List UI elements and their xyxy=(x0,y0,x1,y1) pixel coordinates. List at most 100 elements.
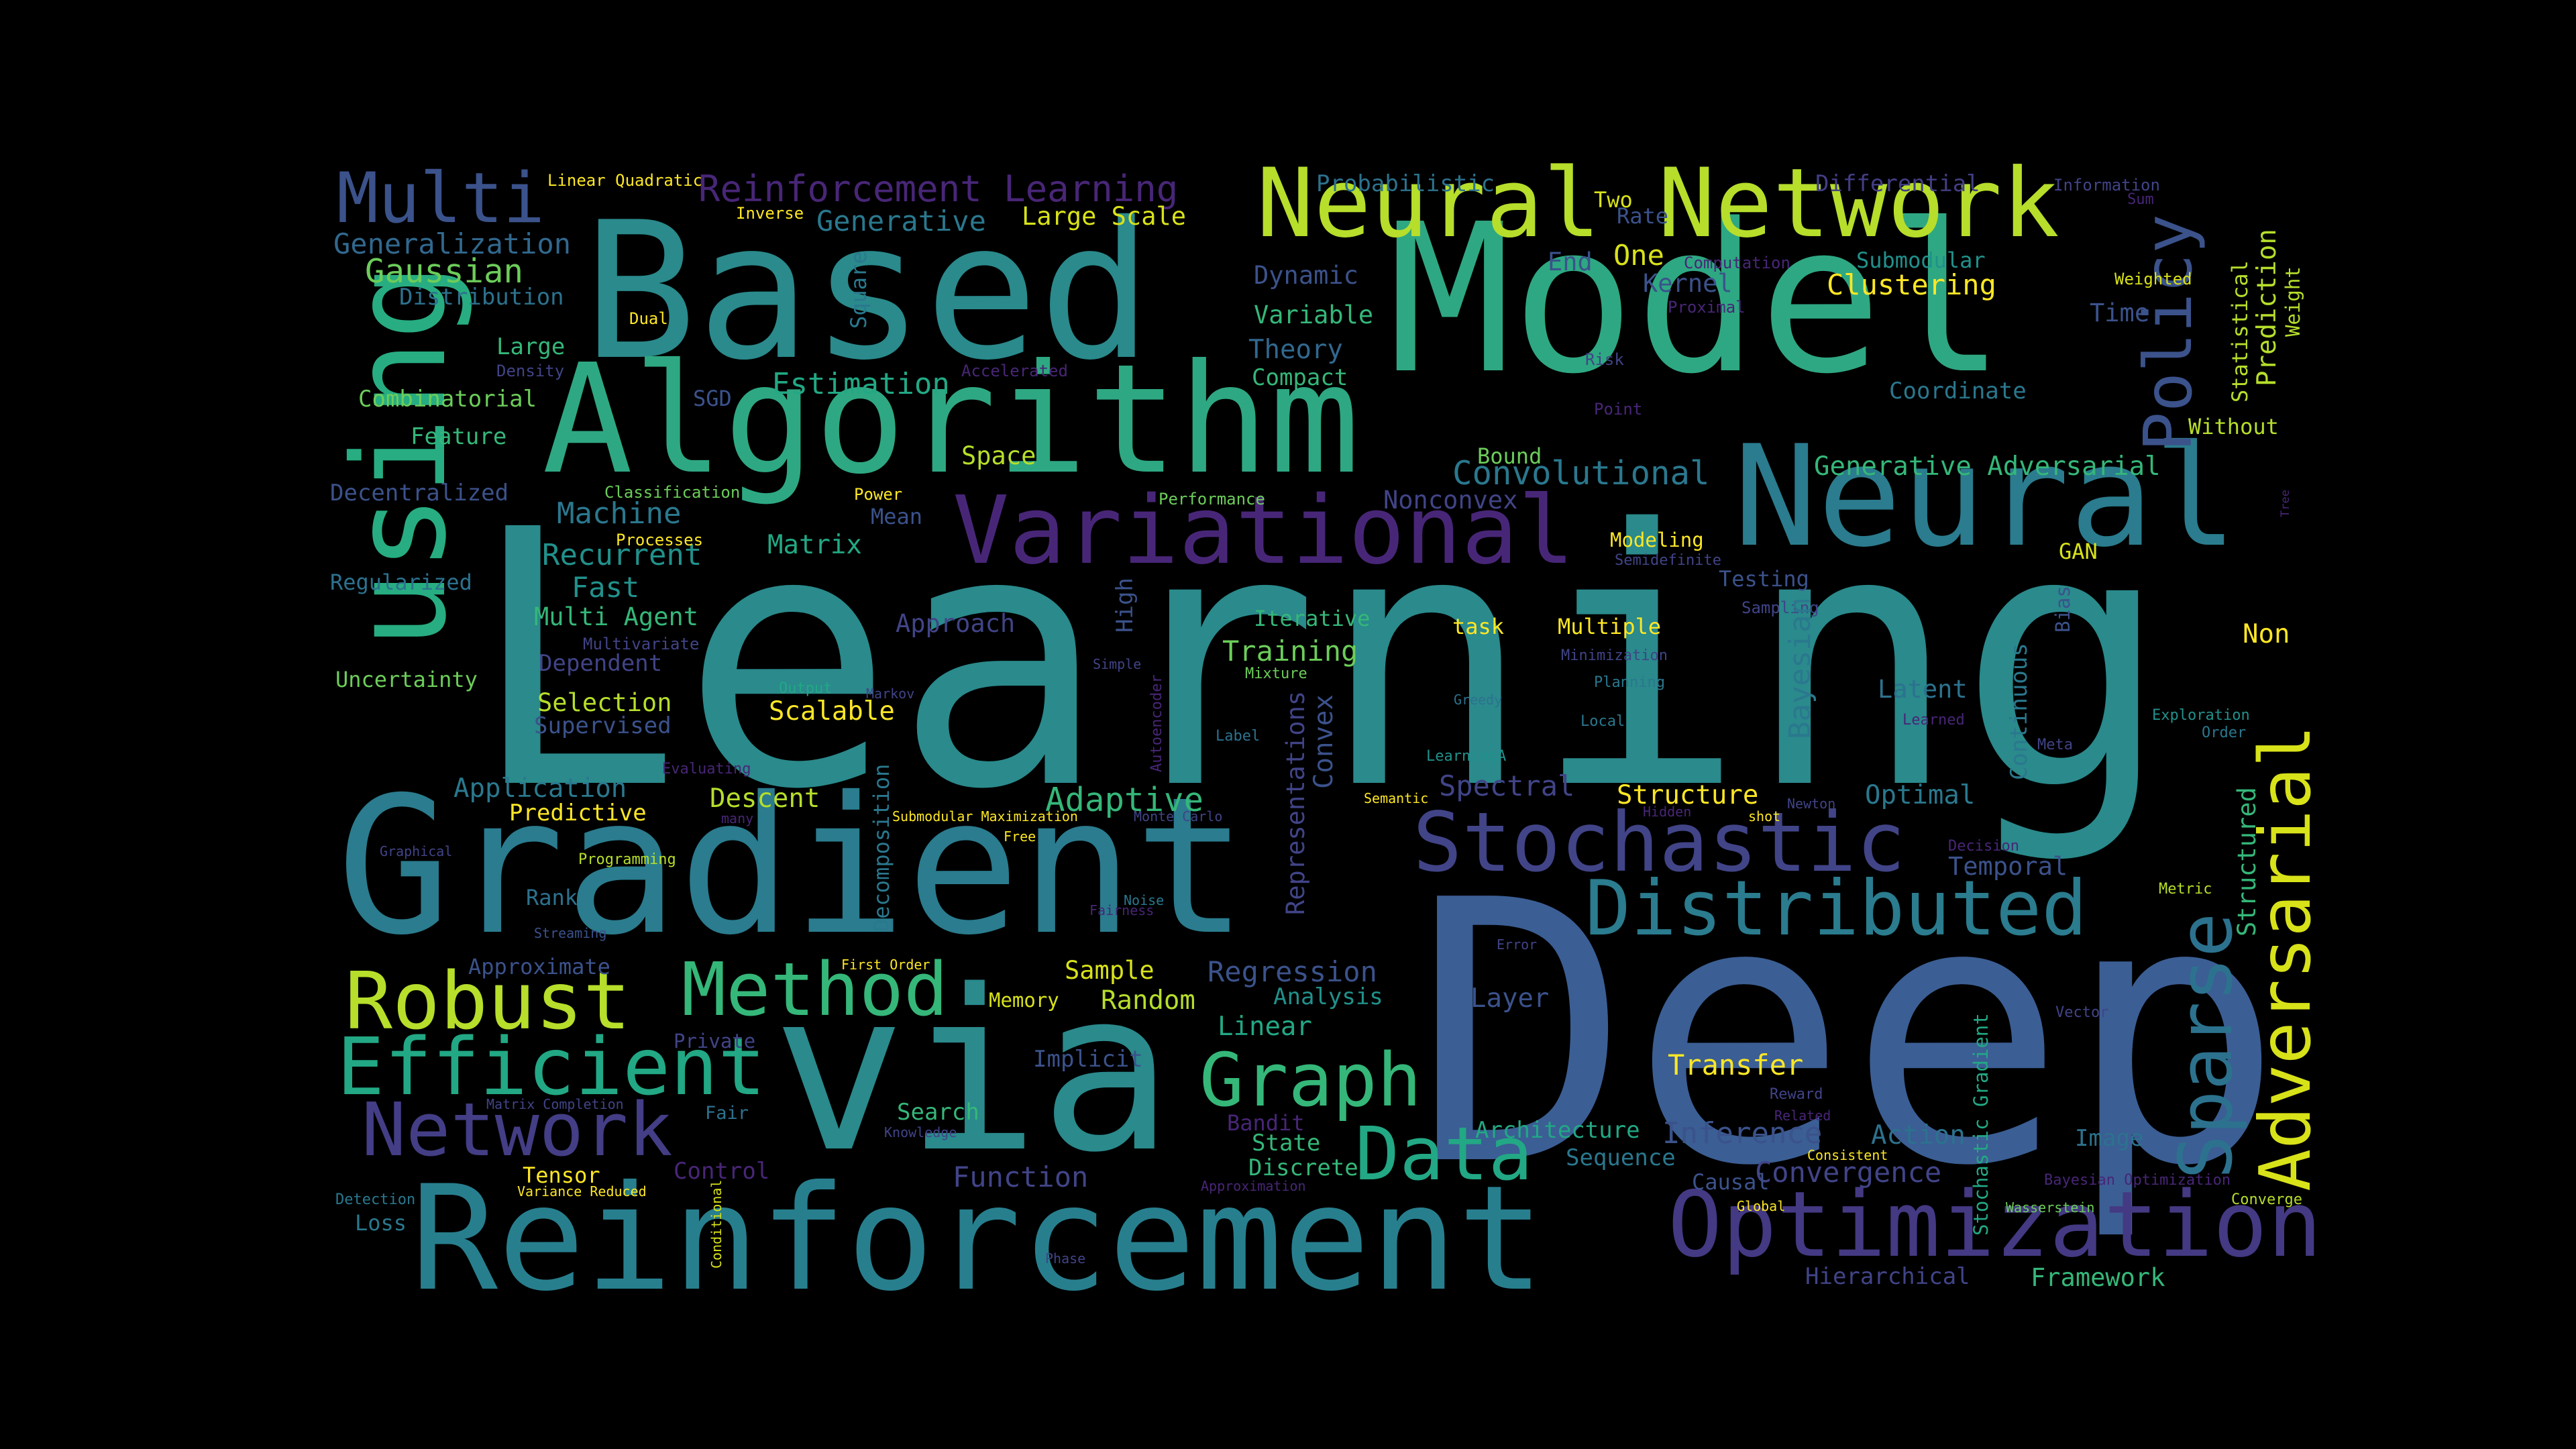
word-learninga: LearningA xyxy=(1426,748,1507,765)
word-image: Image xyxy=(2075,1125,2144,1152)
word-reinforcement-learning: Reinforcement Learning xyxy=(698,168,1179,210)
word-minimization: Minimization xyxy=(1561,647,1668,664)
word-sample: Sample xyxy=(1065,956,1155,985)
word-coordinate: Coordinate xyxy=(1889,378,2027,405)
word-without: Without xyxy=(2188,414,2279,439)
word-information: Information xyxy=(2053,176,2160,195)
word-causal: Causal xyxy=(1692,1169,1770,1195)
word-wasserstein: Wasserstein xyxy=(2006,1199,2095,1216)
word-continuous: Continuous xyxy=(2006,643,2033,780)
word-modeling: Modeling xyxy=(1610,529,1704,551)
word-fairness: Fairness xyxy=(1089,902,1155,918)
word-planning: Planning xyxy=(1594,674,1665,691)
word-variance-reduced: Variance Reduced xyxy=(517,1183,647,1199)
word-regularized: Regularized xyxy=(330,570,472,595)
word-data: Data xyxy=(1355,1111,1533,1197)
word-computation: Computation xyxy=(1684,254,1790,272)
word-newton: Newton xyxy=(1787,796,1836,812)
word-bias: Bias xyxy=(2051,586,2074,633)
word-selection: Selection xyxy=(537,688,672,717)
word-programming: Programming xyxy=(578,851,676,868)
word-multi: Multi xyxy=(337,158,545,239)
word-search: Search xyxy=(897,1099,979,1126)
word-generative-adversarial: Generative Adversarial xyxy=(1814,451,2161,482)
word-structured: Structured xyxy=(2233,787,2261,936)
word-streaming: Streaming xyxy=(534,925,607,941)
word-descent: Descent xyxy=(710,784,820,814)
word-scalable: Scalable xyxy=(769,696,895,727)
word-approach: Approach xyxy=(896,609,1016,638)
word-shot: shot xyxy=(1748,808,1781,824)
word-uncertainty: Uncertainty xyxy=(335,667,478,692)
word-dependent: Dependent xyxy=(539,650,663,677)
word-sampling: Sampling xyxy=(1741,598,1819,617)
word-classification: Classification xyxy=(604,483,741,502)
word-inference: Inference xyxy=(1662,1116,1823,1150)
word-large-scale: Large Scale xyxy=(1022,202,1187,231)
word-semidefinite: Semidefinite xyxy=(1615,552,1721,569)
word-bayesian-optimization: Bayesian Optimization xyxy=(2044,1172,2231,1189)
word-combinatorial: Combinatorial xyxy=(358,386,537,413)
word-robust: Robust xyxy=(345,955,631,1047)
word-differential: Differential xyxy=(1815,170,1980,197)
word-free: Free xyxy=(1004,828,1036,845)
word-predictive: Predictive xyxy=(509,800,647,826)
word-temporal: Temporal xyxy=(1948,852,2068,881)
word-latent: Latent xyxy=(1878,675,1968,704)
word-application: Application xyxy=(453,773,627,804)
word-action: Action xyxy=(1871,1120,1966,1150)
word-fast: Fast xyxy=(572,571,640,604)
word-adaptive: Adaptive xyxy=(1045,781,1204,819)
word-mixture: Mixture xyxy=(1245,665,1307,682)
word-training: Training xyxy=(1222,635,1358,667)
word-rank: Rank xyxy=(526,885,578,910)
word-semantic: Semantic xyxy=(1364,790,1429,806)
word-meta: Meta xyxy=(2037,737,2073,753)
word-regression: Regression xyxy=(1208,955,1377,988)
word-non: Non xyxy=(2243,619,2290,649)
word-efficient: Efficient xyxy=(337,1020,766,1113)
word-hidden: Hidden xyxy=(1643,804,1692,820)
word-noise: Noise xyxy=(1124,892,1165,908)
word-kernel: Kernel xyxy=(1643,269,1733,298)
word-weight: Weight xyxy=(2282,266,2304,337)
word-based: Based xyxy=(583,181,1152,402)
word-output: Output xyxy=(779,680,833,697)
word-neural: Neural xyxy=(1733,416,2238,578)
word-graphical: Graphical xyxy=(380,843,453,859)
word-optimization: Optimization xyxy=(1668,1172,2322,1277)
word-deep: Deep xyxy=(1413,824,2284,1245)
word-variational: Variational xyxy=(953,476,1575,586)
word-square: Square xyxy=(846,251,871,329)
word-structure: Structure xyxy=(1617,780,1759,810)
word-testing: Testing xyxy=(1719,566,1809,592)
word-two: Two xyxy=(1594,187,1633,213)
word-matrix: Matrix xyxy=(767,530,862,560)
word-probabilistic: Probabilistic xyxy=(1316,170,1495,197)
word-reinforcement: Reinforcement xyxy=(411,1155,1545,1323)
word-gradient: Gradient xyxy=(337,756,1248,977)
word-first-order: First Order xyxy=(841,957,930,973)
word-submodular-maximization: Submodular Maximization xyxy=(892,808,1078,824)
word-theory: Theory xyxy=(1248,335,1343,365)
word-consistent: Consistent xyxy=(1807,1147,1888,1163)
word-multiple: Multiple xyxy=(1558,614,1662,639)
word-space: Space xyxy=(961,441,1036,470)
word-spectral: Spectral xyxy=(1439,769,1575,802)
word-metric: Metric xyxy=(2159,881,2212,898)
word-reward: Reward xyxy=(1770,1086,1823,1103)
word-error: Error xyxy=(1497,936,1538,953)
word-iterative: Iterative xyxy=(1254,606,1371,631)
word-order: Order xyxy=(2202,724,2247,741)
word-fair: Fair xyxy=(705,1103,749,1124)
word-tree: Tree xyxy=(2279,490,2292,517)
word-tensor: Tensor xyxy=(523,1163,600,1188)
word-high: High xyxy=(1112,578,1138,633)
word-phase: Phase xyxy=(1045,1250,1086,1267)
word-converge: Converge xyxy=(2231,1191,2302,1208)
word-estimation: Estimation xyxy=(772,367,950,401)
word-control: Control xyxy=(674,1158,770,1185)
word-stochastic: Stochastic xyxy=(1413,795,1906,890)
word-evaluating: Evaluating xyxy=(662,761,751,777)
word-approximate: Approximate xyxy=(468,954,610,979)
